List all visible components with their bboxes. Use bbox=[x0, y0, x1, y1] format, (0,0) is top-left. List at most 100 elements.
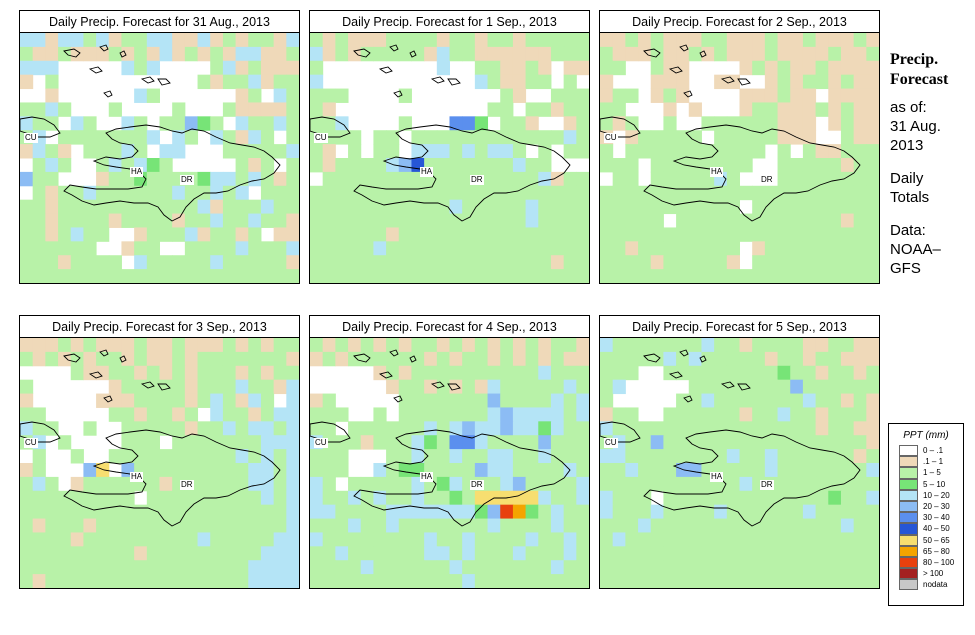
precip-cell bbox=[538, 241, 552, 256]
precip-cell bbox=[701, 449, 715, 464]
precip-cell bbox=[322, 185, 336, 201]
precip-cell bbox=[159, 463, 173, 478]
precip-cell bbox=[436, 379, 450, 395]
precip-cell bbox=[701, 33, 715, 48]
precip-cell bbox=[815, 365, 829, 381]
precip-cell bbox=[525, 185, 539, 201]
precip-cell bbox=[32, 33, 46, 48]
precip-cell bbox=[45, 74, 59, 90]
precip-cell bbox=[134, 435, 148, 450]
forecast-panel-3: Daily Precip. Forecast for 2 Sep., 2013 … bbox=[599, 10, 880, 284]
precip-cell bbox=[866, 60, 879, 76]
precip-cell bbox=[563, 393, 577, 408]
precip-cell bbox=[45, 171, 59, 187]
precip-cell bbox=[134, 393, 148, 408]
precip-cell bbox=[500, 532, 514, 547]
precip-cell bbox=[210, 60, 224, 76]
precip-cell bbox=[222, 213, 237, 228]
precip-cell bbox=[676, 463, 690, 478]
precip-cell bbox=[184, 518, 199, 533]
precip-cell bbox=[500, 60, 514, 76]
precip-cell bbox=[866, 365, 879, 381]
precip-cell bbox=[248, 171, 262, 187]
precip-cell bbox=[424, 351, 438, 367]
precip-cell bbox=[815, 46, 829, 62]
precip-cell bbox=[638, 241, 652, 256]
precip-cell bbox=[853, 60, 867, 76]
precip-cell bbox=[222, 393, 237, 408]
precip-cell bbox=[172, 393, 186, 408]
precip-cell bbox=[335, 449, 349, 464]
precip-cell bbox=[273, 227, 287, 242]
precip-cell bbox=[449, 490, 463, 506]
precip-cell bbox=[739, 532, 753, 547]
precip-cell bbox=[853, 130, 867, 145]
precip-cell bbox=[108, 379, 122, 395]
precip-cell bbox=[146, 158, 160, 173]
precip-cell bbox=[688, 504, 702, 520]
precip-cell bbox=[159, 213, 173, 228]
precip-cell bbox=[764, 185, 779, 201]
precip-cell bbox=[58, 504, 72, 520]
precip-cell bbox=[373, 241, 387, 256]
precip-cell bbox=[436, 185, 450, 201]
precip-cell bbox=[273, 74, 287, 90]
precip-cell bbox=[802, 338, 817, 353]
precip-cell bbox=[538, 33, 552, 48]
precip-cell bbox=[676, 74, 690, 90]
precip-cell bbox=[688, 546, 702, 561]
precip-cell bbox=[398, 269, 412, 283]
precip-cell bbox=[462, 338, 476, 353]
precip-cell bbox=[235, 241, 249, 256]
precip-cell bbox=[866, 476, 879, 492]
forecast-panel-1: Daily Precip. Forecast for 31 Aug., 2013… bbox=[19, 10, 300, 284]
precip-cell bbox=[310, 255, 324, 270]
precip-cell bbox=[550, 241, 565, 256]
precip-cell bbox=[248, 158, 262, 173]
precip-cell bbox=[802, 213, 817, 228]
precip-cell bbox=[96, 574, 110, 588]
precip-cell bbox=[739, 158, 753, 173]
precip-cell bbox=[197, 449, 211, 464]
precip-cell bbox=[210, 560, 224, 575]
precip-cell bbox=[487, 449, 501, 464]
precip-cell bbox=[184, 393, 199, 408]
legend-item: 0 – .1 bbox=[889, 445, 963, 457]
precip-cell bbox=[512, 338, 527, 353]
precip-cell bbox=[777, 407, 791, 422]
precip-cell bbox=[828, 88, 842, 103]
legend-label: 0 – .1 bbox=[923, 446, 944, 455]
label-haiti: HA bbox=[710, 472, 724, 482]
precip-cell bbox=[474, 144, 489, 159]
precip-cell bbox=[600, 185, 614, 201]
precip-cell bbox=[134, 338, 148, 353]
precip-cell bbox=[676, 227, 690, 242]
label-dominican-republic: DR bbox=[470, 480, 484, 490]
precip-cell bbox=[222, 574, 237, 588]
precip-cell bbox=[83, 532, 97, 547]
precip-cell bbox=[500, 158, 514, 173]
precip-cell bbox=[184, 490, 199, 506]
precip-cell bbox=[815, 490, 829, 506]
precip-cell bbox=[159, 476, 173, 492]
precip-cell bbox=[739, 338, 753, 353]
precip-cell bbox=[688, 227, 702, 242]
precip-cell bbox=[487, 213, 501, 228]
precip-cell bbox=[840, 532, 855, 547]
precip-cell bbox=[235, 213, 249, 228]
precip-cell bbox=[20, 199, 34, 215]
precip-cell bbox=[32, 351, 46, 367]
precip-cell bbox=[449, 116, 463, 131]
precip-cell bbox=[777, 144, 791, 159]
precip-cell bbox=[32, 269, 46, 283]
precip-cell bbox=[260, 33, 275, 48]
precip-cell bbox=[449, 476, 463, 492]
precip-cell bbox=[752, 255, 766, 270]
legend-item: 50 – 65 bbox=[889, 534, 963, 546]
precip-cell bbox=[625, 560, 639, 575]
precip-cell bbox=[449, 407, 463, 422]
precip-cell bbox=[714, 518, 728, 533]
precip-cell bbox=[424, 144, 438, 159]
precip-cell bbox=[550, 546, 565, 561]
precip-cell bbox=[853, 144, 867, 159]
